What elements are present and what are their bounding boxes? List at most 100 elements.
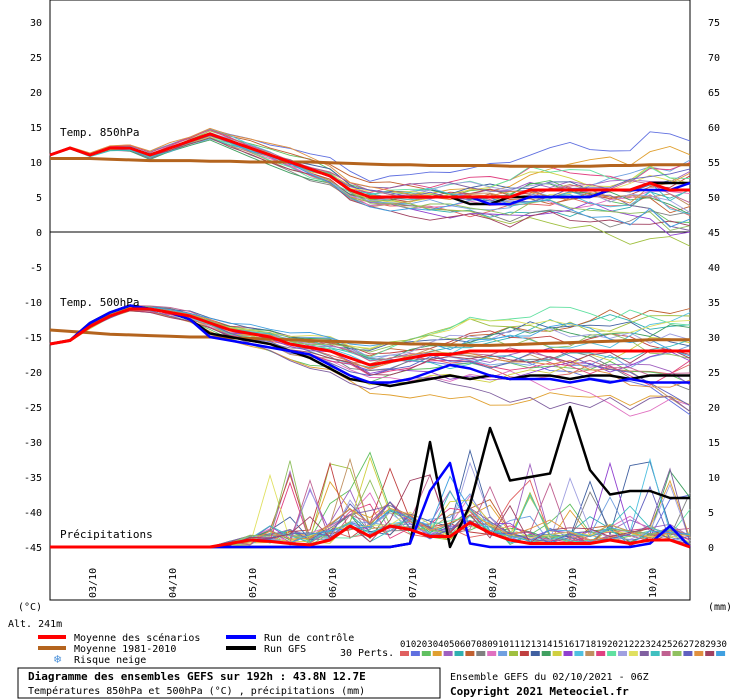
right-tick-label: 70 — [708, 53, 720, 64]
right-tick-label: 15 — [708, 438, 720, 449]
panel-label-precip: Précipitations — [60, 528, 153, 541]
highlighted-series — [49, 132, 691, 549]
pert-number: 23 — [640, 640, 651, 650]
pert-number: 12 — [520, 640, 531, 650]
pert-swatch — [454, 651, 464, 656]
snowflake-icon: ❄ — [53, 654, 62, 666]
right-tick-label: 0 — [708, 543, 714, 554]
pert-swatch — [541, 651, 551, 656]
pert-swatch — [650, 651, 660, 656]
left-tick-label: -25 — [24, 403, 42, 414]
pert-number: 07 — [465, 640, 476, 650]
pert-swatch — [596, 651, 606, 656]
pert-swatch — [498, 651, 508, 656]
pert-number: 03 — [422, 640, 433, 650]
pert-swatch — [574, 651, 584, 656]
pert-number: 16 — [564, 640, 575, 650]
legend: Moyenne des scénarios Moyenne 1981-2010 … — [38, 632, 727, 666]
left-axis-unit: (°C) — [18, 602, 42, 613]
left-tick-label: 10 — [30, 158, 42, 169]
left-tick-label: -30 — [24, 438, 42, 449]
pert-swatch — [694, 651, 704, 656]
series-line-precip — [50, 521, 691, 549]
pert-swatch — [530, 651, 540, 656]
pert-swatch — [465, 651, 475, 656]
left-tick-label: -35 — [24, 473, 42, 484]
x-tick-label: 10/10 — [648, 568, 659, 598]
right-tick-label: 60 — [708, 123, 720, 134]
x-tick-label: 07/10 — [408, 568, 419, 598]
pert-swatch — [509, 651, 518, 656]
perturbation-line — [49, 310, 691, 406]
pert-number: 01 — [400, 640, 411, 650]
right-tick-label: 5 — [708, 508, 714, 519]
right-tick-label: 50 — [708, 193, 720, 204]
pert-swatch — [432, 651, 442, 656]
panel-label-t850: Temp. 850hPa — [60, 126, 139, 139]
altitude-label: Alt. 241m — [8, 619, 62, 630]
x-tick-label: 08/10 — [488, 568, 499, 598]
run-info: Ensemble GEFS du 02/10/2021 - 06Z — [450, 672, 649, 683]
pert-number: 30 — [716, 640, 727, 650]
perturbation-line — [49, 310, 691, 376]
pert-swatch — [552, 651, 562, 656]
axis-ticks: 302520151050-5-10-15-20-25-30-35-40-4575… — [24, 18, 720, 598]
pert-number: 08 — [476, 640, 487, 650]
right-tick-label: 65 — [708, 88, 720, 99]
left-tick-label: 0 — [36, 228, 42, 239]
perturbation-line — [49, 309, 691, 412]
pert-number: 22 — [629, 640, 640, 650]
pert-number: 27 — [683, 640, 694, 650]
panel-label-t500: Temp. 500hPa — [60, 296, 139, 309]
pert-number: 28 — [694, 640, 705, 650]
perturbation-line — [49, 308, 691, 357]
x-tick-label: 09/10 — [568, 568, 579, 598]
pert-number: 05 — [444, 640, 455, 650]
legend-control-label: Run de contrôle — [264, 632, 354, 644]
perturbation-line — [49, 307, 691, 370]
series-line-t850 — [50, 157, 690, 168]
left-tick-label: -20 — [24, 368, 42, 379]
legend-mean-label: Moyenne des scénarios — [74, 632, 200, 644]
pert-swatch — [563, 651, 573, 656]
pert-swatch — [519, 651, 529, 656]
pert-number: 29 — [705, 640, 716, 650]
right-tick-label: 30 — [708, 333, 720, 344]
perturbation-line — [49, 129, 691, 194]
pert-number: 04 — [433, 640, 444, 650]
pert-swatch — [672, 651, 682, 656]
left-tick-label: 5 — [36, 193, 42, 204]
pert-swatch — [628, 651, 638, 656]
right-tick-label: 10 — [708, 473, 720, 484]
left-tick-label: 25 — [30, 53, 42, 64]
pert-swatch — [476, 651, 486, 656]
legend-snow-label: Risque neige — [74, 655, 146, 666]
pert-swatch — [683, 651, 693, 656]
perturbation-legend: 01 02 03 04 05 06 07 08 09 10 11 12 13 14 15 16 17 18 19 20… — [400, 640, 727, 656]
right-tick-label: 25 — [708, 368, 720, 379]
left-tick-label: -5 — [30, 263, 42, 274]
legend-gfs-label: Run GFS — [264, 644, 306, 655]
perts-label: 30 Perts. — [340, 648, 394, 659]
series-line-t500 — [49, 328, 690, 347]
perturbation-line — [49, 307, 691, 412]
pert-number: 02 — [411, 640, 422, 650]
x-tick-label: 03/10 — [88, 568, 99, 598]
left-tick-label: 15 — [30, 123, 42, 134]
pert-number: 09 — [487, 640, 498, 650]
left-tick-label: -40 — [24, 508, 42, 519]
right-tick-label: 35 — [708, 298, 720, 309]
pert-number: 24 — [651, 640, 662, 650]
legend-climatology-label: Moyenne 1981-2010 — [74, 644, 176, 655]
right-tick-label: 45 — [708, 228, 720, 239]
x-tick-label: 04/10 — [168, 568, 179, 598]
x-tick-label: 05/10 — [248, 568, 259, 598]
pert-number: 21 — [618, 640, 629, 650]
copyright: Copyright 2021 Meteociel.fr — [450, 685, 629, 698]
chart-subtitle: Températures 850hPa et 500hPa (°C) , pré… — [28, 685, 365, 697]
pert-swatch — [585, 651, 595, 656]
pert-swatch — [421, 651, 431, 656]
perturbation-line — [49, 138, 691, 207]
left-tick-label: 20 — [30, 88, 42, 99]
